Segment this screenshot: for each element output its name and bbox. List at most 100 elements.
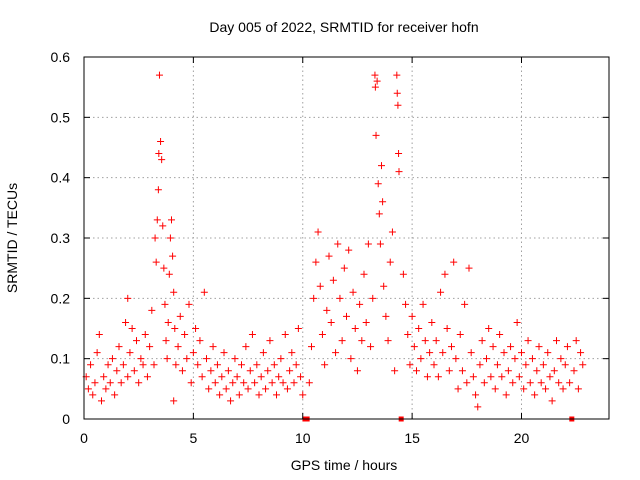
data-point: [458, 367, 466, 375]
data-point: [378, 162, 385, 170]
data-point: [157, 137, 165, 145]
data-point: [524, 337, 532, 345]
data-point: [574, 385, 582, 393]
data-point: [152, 258, 160, 266]
data-point: [522, 361, 530, 369]
data-point: [566, 379, 574, 387]
data-point: [360, 270, 368, 278]
data-point: [343, 312, 350, 320]
grid-lines: [84, 57, 609, 419]
data-point: [533, 367, 541, 375]
data-point: [146, 343, 154, 351]
data-point: [222, 385, 230, 393]
data-point: [399, 270, 407, 278]
data-point: [382, 312, 390, 320]
data-point: [563, 343, 571, 351]
data-point: [454, 385, 462, 393]
data-point: [200, 288, 208, 296]
data-point: [104, 361, 112, 369]
y-tick-label: 0.6: [51, 49, 71, 65]
data-point: [308, 343, 315, 351]
data-point: [434, 373, 442, 381]
data-point: [98, 397, 105, 405]
data-point: [419, 300, 427, 308]
data-point: [469, 373, 477, 381]
data-point: [376, 240, 384, 248]
data-point: [192, 325, 200, 332]
y-axis: 0 0.1 0.2 0.3 0.4 0.5 0.6: [51, 49, 609, 427]
data-point: [275, 373, 283, 381]
data-point: [496, 331, 504, 339]
data-point: [509, 379, 517, 387]
x-tick-label: 15: [404, 430, 420, 446]
data-point: [498, 373, 506, 381]
data-point: [550, 367, 558, 375]
data-point: [154, 186, 162, 194]
data-point: [150, 361, 158, 369]
data-point: [124, 294, 132, 302]
data-point: [257, 373, 265, 381]
data-point: [546, 373, 554, 381]
data-point: [518, 349, 525, 357]
data-point: [402, 300, 410, 308]
data-point: [166, 234, 174, 242]
data-point: [203, 355, 210, 363]
data-point: [520, 385, 528, 393]
data-point: [395, 168, 403, 176]
data-point: [487, 373, 495, 381]
data-point: [555, 379, 563, 387]
data-point: [229, 379, 237, 387]
x-tick-label: 5: [189, 430, 197, 446]
data-point: [347, 355, 355, 363]
data-point: [102, 385, 110, 393]
data-point: [483, 355, 490, 363]
data-point: [369, 294, 377, 302]
data-point: [251, 379, 259, 387]
data-point: [406, 361, 414, 369]
data-point: [338, 337, 346, 345]
data-point: [318, 331, 326, 339]
data-point: [531, 391, 539, 399]
data-point: [227, 397, 235, 405]
data-point: [474, 403, 482, 411]
data-point: [170, 288, 178, 296]
data-point: [299, 391, 307, 399]
data-point: [356, 300, 364, 308]
data-point: [266, 337, 274, 345]
data-point: [273, 391, 280, 399]
data-point: [231, 355, 239, 363]
data-point: [577, 349, 585, 357]
data-point: [165, 270, 173, 278]
data-point: [388, 228, 396, 236]
data-point: [579, 361, 587, 369]
data-points: [82, 71, 587, 422]
data-point: [305, 379, 313, 387]
data-point: [373, 77, 381, 85]
data-point: [213, 361, 221, 369]
data-point: [515, 373, 523, 381]
data-point: [155, 150, 163, 158]
data-point: [246, 367, 254, 375]
data-point: [211, 379, 219, 387]
data-point: [443, 325, 451, 332]
data-point: [404, 331, 412, 339]
data-point: [417, 355, 425, 363]
data-point: [314, 228, 322, 236]
data-point: [248, 331, 256, 339]
data-point: [537, 379, 545, 387]
data-point: [445, 367, 453, 375]
data-point: [185, 300, 193, 308]
data-point: [106, 379, 114, 387]
data-point: [358, 337, 366, 345]
data-point: [465, 264, 473, 272]
data-point: [277, 355, 285, 363]
data-point: [362, 318, 370, 326]
data-point: [539, 361, 547, 369]
data-point: [151, 234, 159, 242]
data-point: [141, 331, 149, 339]
y-tick-label: 0.4: [51, 170, 71, 186]
data-point: [259, 349, 267, 357]
data-point: [570, 367, 578, 375]
data-point: [216, 391, 224, 399]
